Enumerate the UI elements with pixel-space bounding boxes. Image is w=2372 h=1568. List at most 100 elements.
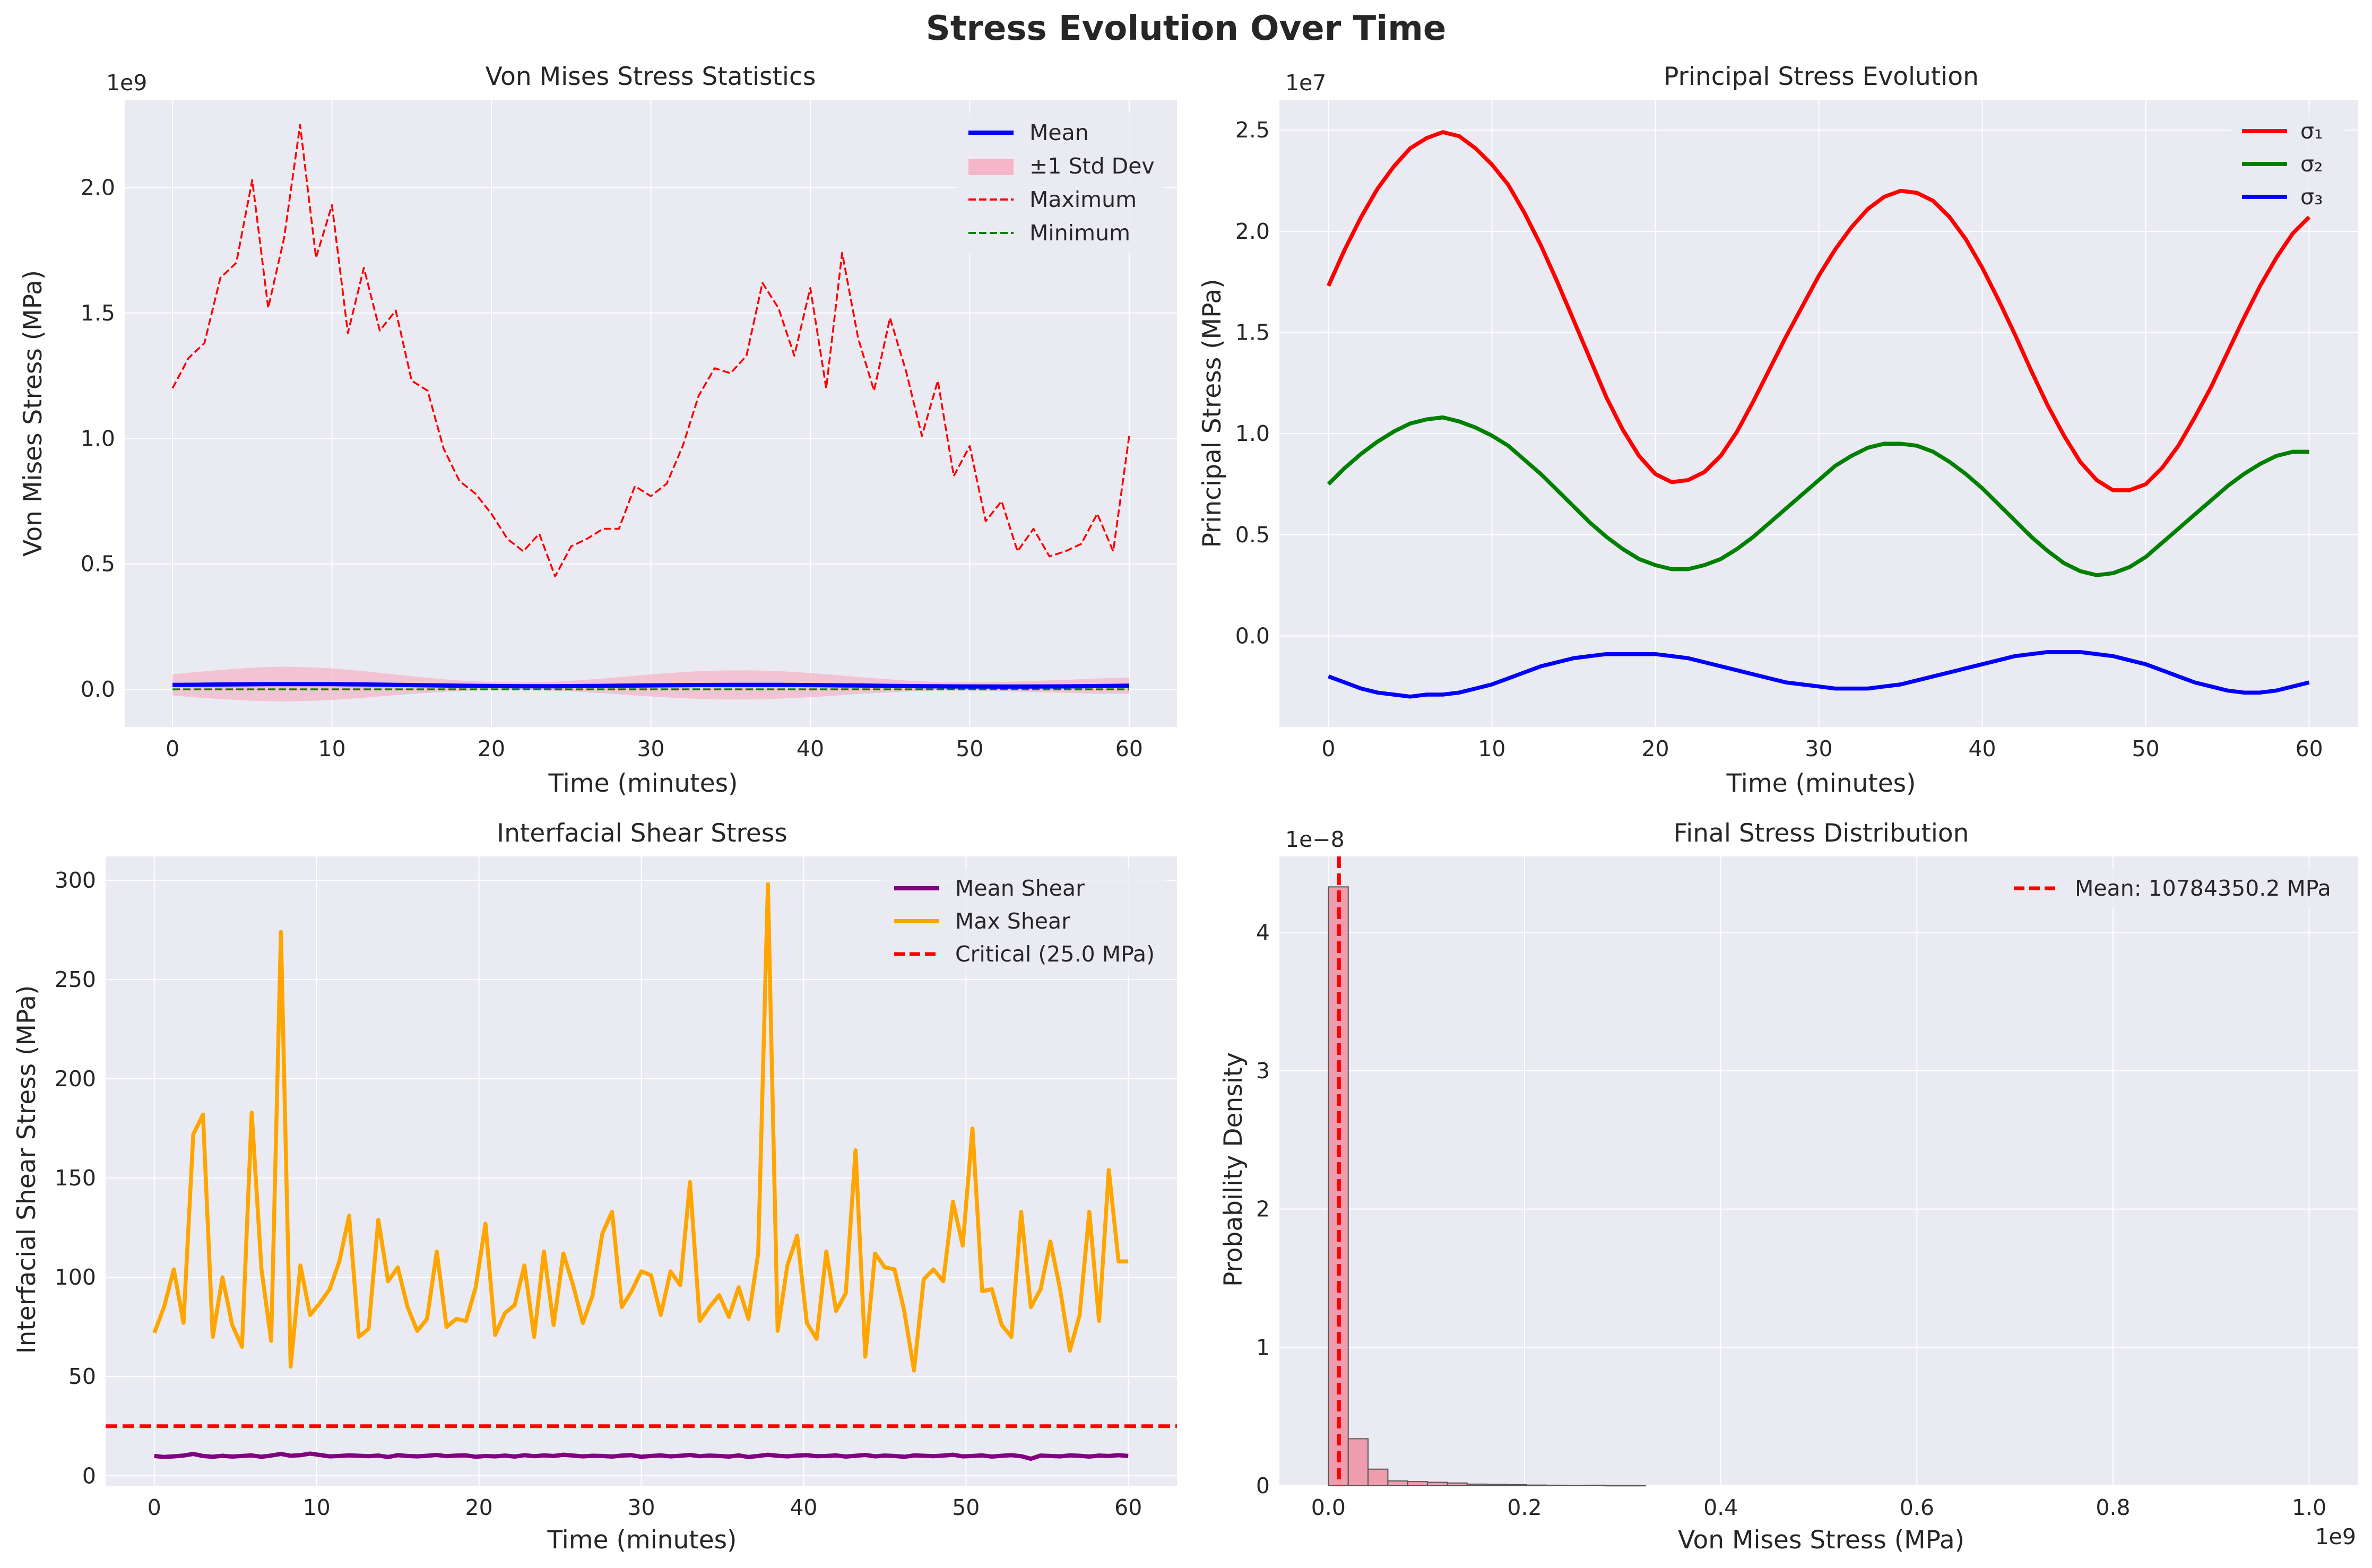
- series-sigma3: [1328, 650, 2310, 699]
- ticks: 0 10 20 30 40 50 60 0.0 0.5 1.0 1.5 2.0 2.5: [1235, 117, 2323, 761]
- y-tick-label: 1: [1256, 1335, 1270, 1360]
- legend-label: Max Shear: [955, 908, 1070, 934]
- legend: σ₁ σ₂ σ₃: [2231, 112, 2345, 216]
- hist-bar: [1466, 1483, 1488, 1486]
- y-offset-text: 1e9: [106, 70, 147, 96]
- y-tick-label: 2.0: [81, 175, 115, 200]
- hist-bar: [1526, 1484, 1547, 1487]
- hist-bar: [1447, 1482, 1468, 1487]
- legend-label: Mean Shear: [955, 876, 1085, 901]
- x-tick-label: 0: [1321, 736, 1335, 761]
- legend: Mean Shear Max Shear Critical (25.0 MPa): [881, 869, 1166, 975]
- legend-label: Maximum: [1029, 187, 1137, 212]
- series-sigma1: [1326, 130, 2311, 492]
- panel-title: Final Stress Distribution: [1674, 819, 1969, 848]
- hist-bar: [1407, 1481, 1429, 1486]
- x-tick-label: 10: [1478, 736, 1505, 761]
- y-tick-label: 250: [55, 967, 96, 992]
- y-tick-label: 0.0: [1235, 623, 1270, 648]
- data-layer: [106, 882, 1177, 1461]
- y-axis-label: Von Mises Stress (MPa): [19, 270, 48, 557]
- x-offset-text: 1e9: [2315, 1524, 2356, 1549]
- y-tick-label: 150: [55, 1165, 96, 1191]
- x-tick-label: 50: [952, 1495, 980, 1520]
- y-tick-label: 0.5: [1235, 522, 1270, 548]
- ticks: 0.0 0.2 0.4 0.6 0.8 1.0 0 1 2 3 4: [1256, 920, 2326, 1520]
- y-axis-label: Principal Stress (MPa): [1198, 279, 1227, 548]
- legend-label: ±1 Std Dev: [1029, 153, 1155, 179]
- x-tick-label: 60: [2296, 736, 2323, 761]
- legend-item-sigma1: σ₁: [2242, 118, 2323, 144]
- y-axis-label: Probability Density: [1219, 1052, 1248, 1287]
- y-tick-label: 1.5: [1235, 319, 1270, 345]
- x-axis-label: Time (minutes): [1726, 769, 1916, 798]
- panel-shear: 0 10 20 30 40 50 60 0 50 100 150 200 250 300 Interfac…: [12, 819, 1177, 1555]
- y-offset-text: 1e7: [1285, 70, 1326, 96]
- x-tick-label: 20: [478, 736, 505, 761]
- y-tick-label: 1.5: [81, 300, 115, 326]
- panel-hist: 0.0 0.2 0.4 0.6 0.8 1.0 0 1 2 3 4 Final Stress Dis…: [1219, 819, 2358, 1555]
- legend-swatch-std: [968, 159, 1014, 175]
- data-layer: [1328, 856, 1646, 1487]
- y-tick-label: 2: [1256, 1197, 1270, 1222]
- x-tick-label: 0.8: [2096, 1495, 2130, 1520]
- y-tick-label: 4: [1256, 920, 1270, 945]
- y-tick-label: 1.0: [1235, 421, 1270, 446]
- x-tick-label: 0.4: [1703, 1495, 1738, 1520]
- x-tick-label: 60: [1114, 1495, 1142, 1520]
- panel-title: Principal Stress Evolution: [1664, 62, 1979, 91]
- x-tick-label: 30: [1805, 736, 1832, 761]
- x-axis-label: Von Mises Stress (MPa): [1678, 1526, 1964, 1555]
- y-tick-label: 200: [55, 1066, 96, 1091]
- series-maximum: [171, 124, 1130, 578]
- y-tick-label: 1.0: [81, 426, 115, 451]
- y-offset-text: 1e−8: [1285, 827, 1345, 852]
- y-tick-label: 0.5: [81, 551, 115, 577]
- x-tick-label: 1.0: [2292, 1495, 2326, 1520]
- legend-label: Minimum: [1029, 220, 1130, 246]
- x-tick-label: 0.2: [1507, 1495, 1542, 1520]
- y-tick-label: 50: [68, 1364, 96, 1389]
- legend-item-mean: Mean: 10784350.2 MPa: [2014, 876, 2331, 901]
- panel-title: Von Mises Stress Statistics: [486, 62, 816, 91]
- x-tick-label: 60: [1115, 736, 1143, 761]
- legend-label: Critical (25.0 MPa): [955, 941, 1155, 967]
- hist-bar: [1367, 1468, 1389, 1487]
- hist-bar: [1387, 1480, 1408, 1487]
- legend-item-sigma2: σ₂: [2242, 151, 2323, 177]
- plot-area: [1279, 856, 2358, 1486]
- x-tick-label: 0: [148, 1495, 161, 1520]
- panel-ps: 0 10 20 30 40 50 60 0.0 0.5 1.0 1.5 2.0 2.5 Principa…: [1198, 62, 2358, 798]
- hist-bar: [1506, 1484, 1527, 1487]
- x-tick-label: 10: [303, 1495, 331, 1520]
- legend-item-mean-shear: Mean Shear: [894, 876, 1085, 901]
- data-layer: [1326, 130, 2311, 699]
- x-tick-label: 20: [1641, 736, 1669, 761]
- legend-item-max-shear: Max Shear: [894, 908, 1070, 934]
- x-axis-label: Time (minutes): [548, 769, 738, 798]
- ticks: 0 10 20 30 40 50 60 0.0 0.5 1.0 1.5 2.0: [81, 175, 1143, 761]
- x-tick-label: 50: [2132, 736, 2159, 761]
- hist-bar: [1565, 1485, 1587, 1487]
- x-tick-label: 30: [627, 1495, 655, 1520]
- x-tick-label: 0: [166, 736, 179, 761]
- legend-item-maximum: Maximum: [968, 187, 1137, 212]
- panel-title: Interfacial Shear Stress: [497, 819, 787, 848]
- legend-item-mean: Mean: [968, 120, 1089, 145]
- x-tick-label: 0.0: [1311, 1495, 1346, 1520]
- x-tick-label: 40: [1968, 736, 1996, 761]
- y-tick-label: 300: [55, 868, 96, 893]
- legend: Mean ±1 Std Dev Maximum Minimum: [955, 112, 1165, 254]
- x-tick-label: 10: [318, 736, 346, 761]
- x-tick-label: 0.6: [1900, 1495, 1934, 1520]
- figure-title: Stress Evolution Over Time: [926, 9, 1446, 48]
- hist-bar: [1546, 1484, 1567, 1486]
- x-tick-label: 40: [790, 1495, 817, 1520]
- data-layer: [171, 124, 1130, 701]
- series-max-shear: [152, 882, 1129, 1373]
- legend-label: Mean: 10784350.2 MPa: [2075, 876, 2331, 901]
- x-tick-label: 20: [465, 1495, 493, 1520]
- legend-label: σ₁: [2300, 118, 2323, 144]
- legend-item-minimum: Minimum: [968, 220, 1130, 246]
